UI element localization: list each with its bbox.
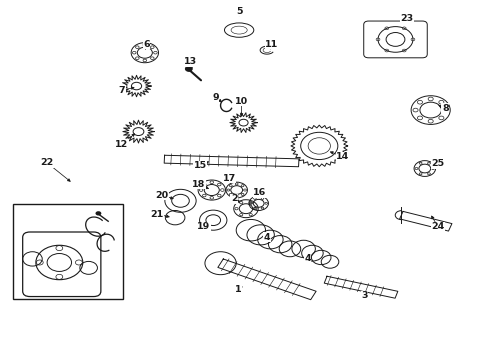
Text: 6: 6: [143, 40, 149, 49]
Text: 16: 16: [253, 188, 266, 197]
Text: 18: 18: [192, 180, 205, 189]
Text: 23: 23: [401, 14, 414, 23]
Text: 19: 19: [197, 222, 210, 231]
Text: 12: 12: [115, 140, 128, 149]
Text: 10: 10: [235, 96, 248, 105]
Text: 7: 7: [119, 86, 125, 95]
Text: 8: 8: [442, 104, 449, 113]
Text: 5: 5: [236, 7, 243, 16]
Text: 21: 21: [150, 210, 164, 219]
Bar: [13, 204, 123, 299]
Text: 13: 13: [184, 57, 197, 66]
Text: 25: 25: [431, 159, 444, 168]
Text: 15: 15: [194, 161, 207, 170]
Text: 22: 22: [41, 158, 54, 167]
Text: 2: 2: [231, 194, 238, 203]
Text: 3: 3: [362, 291, 368, 300]
Text: 24: 24: [431, 222, 444, 231]
Text: 4: 4: [304, 255, 311, 264]
Text: 14: 14: [336, 152, 349, 161]
Text: 20: 20: [155, 190, 169, 199]
Text: 4: 4: [264, 233, 270, 242]
Text: 11: 11: [265, 40, 278, 49]
Text: 9: 9: [212, 93, 219, 102]
Circle shape: [96, 211, 101, 216]
Text: 1: 1: [235, 285, 242, 294]
Circle shape: [185, 66, 192, 71]
Text: 17: 17: [223, 174, 236, 183]
